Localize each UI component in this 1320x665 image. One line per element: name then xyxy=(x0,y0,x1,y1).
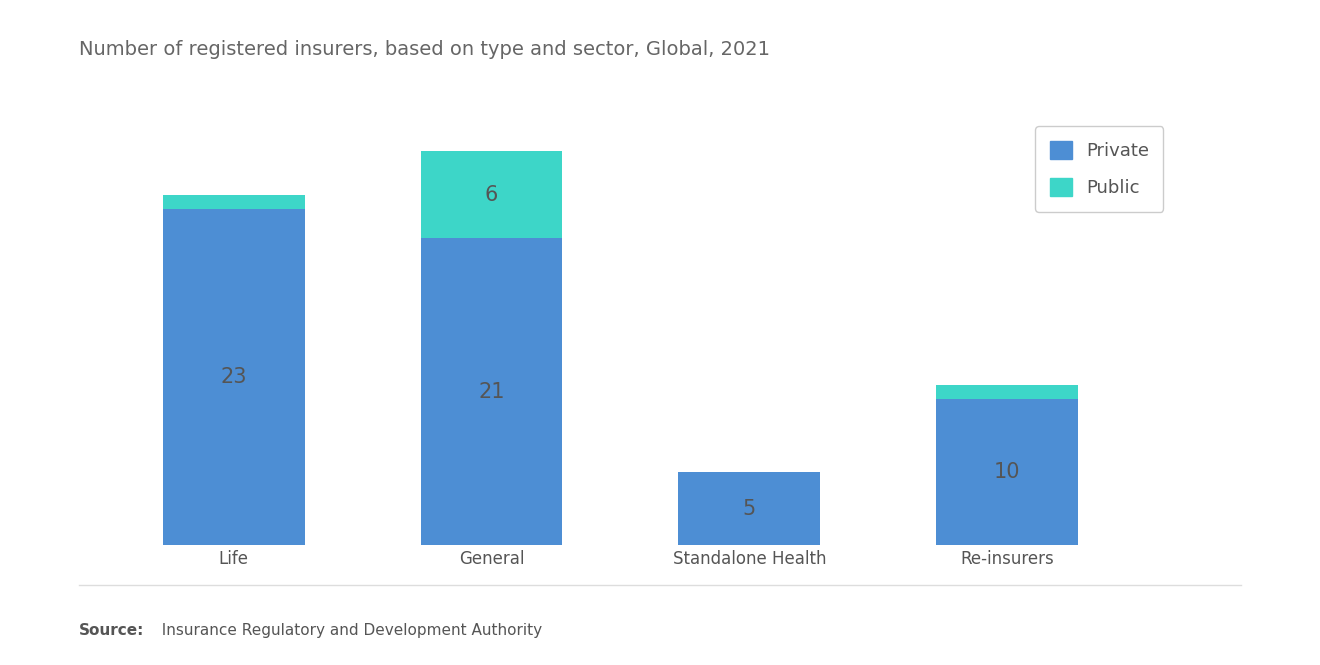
Text: 6: 6 xyxy=(484,185,498,205)
Text: 10: 10 xyxy=(994,462,1020,482)
Text: Insurance Regulatory and Development Authority: Insurance Regulatory and Development Aut… xyxy=(152,623,543,638)
Text: 23: 23 xyxy=(220,367,247,387)
Bar xyxy=(421,151,562,239)
Bar xyxy=(936,384,1078,399)
Bar xyxy=(162,195,305,209)
Legend: Private, Public: Private, Public xyxy=(1035,126,1163,211)
Bar xyxy=(678,472,820,545)
Text: 21: 21 xyxy=(478,382,504,402)
Text: 5: 5 xyxy=(743,499,756,519)
Bar xyxy=(421,239,562,545)
Bar xyxy=(162,209,305,545)
Text: Source:: Source: xyxy=(79,623,145,638)
Bar xyxy=(936,399,1078,545)
Text: Number of registered insurers, based on type and sector, Global, 2021: Number of registered insurers, based on … xyxy=(79,40,770,59)
